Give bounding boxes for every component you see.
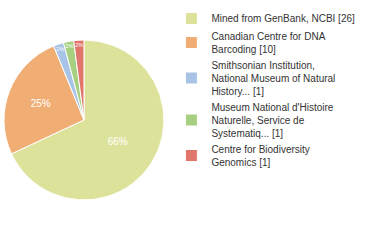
svg-text:Centre for BiodiversityGenomic: Centre for BiodiversityGenomics [1] xyxy=(211,144,309,168)
svg-text:Museum National d'HistoireNatu: Museum National d'HistoireNaturelle, Ser… xyxy=(211,102,333,139)
svg-text:Mined from GenBank, NCBI [26]: Mined from GenBank, NCBI [26] xyxy=(211,13,355,24)
svg-text:Smithsonian Institution,Nation: Smithsonian Institution,National Museum … xyxy=(211,60,335,97)
svg-text:2%: 2% xyxy=(56,46,64,52)
svg-text:2%: 2% xyxy=(75,42,83,48)
svg-text:66%: 66% xyxy=(108,136,128,147)
svg-text:2%: 2% xyxy=(66,43,74,49)
svg-text:Canadian Centre for DNABarcodi: Canadian Centre for DNABarcoding [10] xyxy=(211,31,325,55)
svg-text:25%: 25% xyxy=(31,98,51,109)
